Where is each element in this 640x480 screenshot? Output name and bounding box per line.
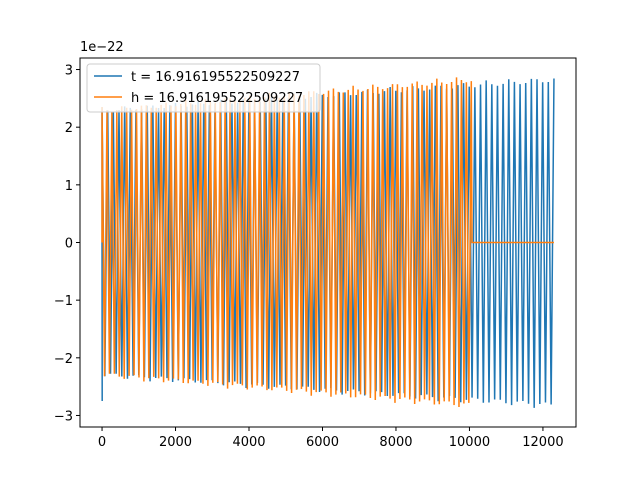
x-tick-label: 6000	[306, 435, 339, 450]
x-tick-label: 4000	[232, 435, 265, 450]
x-tick-label: 10000	[449, 435, 490, 450]
y-tick-label: −1	[54, 294, 73, 309]
y-tick-label: −2	[54, 352, 73, 367]
y-offset-text: 1e−22	[80, 40, 124, 55]
y-tick-label: 2	[65, 121, 73, 136]
x-tick-label: 12000	[522, 435, 563, 450]
y-tick-label: 1	[65, 179, 73, 194]
y-tick-label: −3	[54, 409, 73, 424]
y-axis-ticks: −3 −2 −1 0 1 2 3	[54, 64, 80, 424]
legend-frame	[86, 63, 321, 113]
legend: t = 16.916195522509227 h = 16.9161955225…	[86, 63, 321, 113]
plot-area	[79, 57, 577, 428]
x-tick-label: 0	[98, 435, 106, 450]
x-tick-label: 2000	[159, 435, 192, 450]
x-tick-label: 8000	[379, 435, 412, 450]
legend-label-t: t = 16.916195522509227	[131, 70, 300, 85]
legend-label-h: h = 16.916195522509227	[131, 91, 303, 106]
series-line-h	[101, 77, 554, 408]
x-axis-ticks: 0 2000 4000 6000 8000 10000 12000	[98, 427, 564, 450]
y-tick-label: 3	[65, 64, 73, 79]
series-layer	[101, 77, 555, 408]
series-line-t	[101, 78, 555, 408]
y-tick-label: 0	[65, 237, 73, 252]
